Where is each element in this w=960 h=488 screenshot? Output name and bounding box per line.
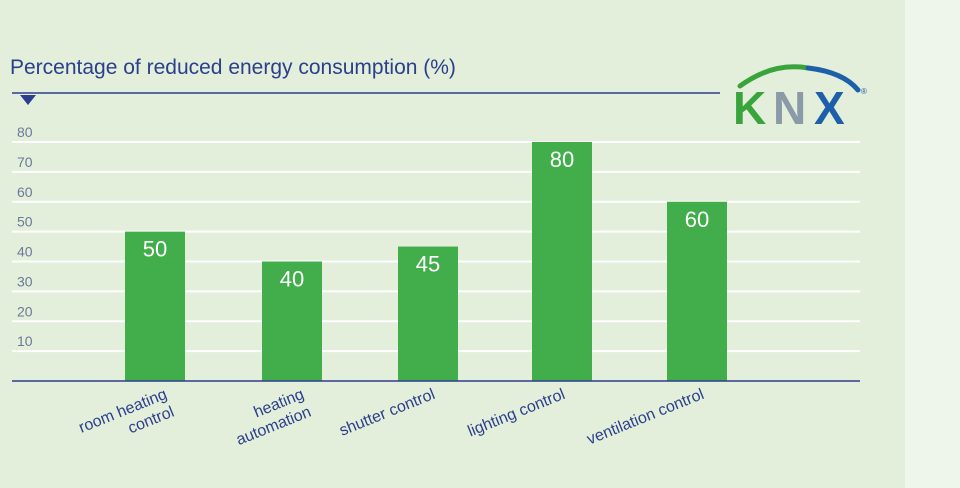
bar (398, 246, 458, 381)
category-label-line: ventilation control (585, 386, 707, 448)
top-rule-marker-icon (20, 95, 36, 105)
category-label-line: shutter control (337, 386, 437, 440)
y-tick-label: 70 (17, 154, 33, 170)
logo-x: X (814, 82, 845, 132)
y-tick-label: 10 (17, 333, 33, 349)
category-label: ventilation control (585, 386, 707, 448)
y-tick-label: 30 (17, 273, 33, 289)
y-tick-label: 50 (17, 214, 33, 230)
y-tick-label: 20 (17, 303, 33, 319)
logo-arc-blue (805, 65, 861, 93)
bar (667, 201, 727, 381)
bar (125, 231, 185, 381)
chart-title: Percentage of reduced energy consumption… (10, 56, 456, 79)
category-label: lighting control (465, 386, 567, 440)
logo-n: N (773, 82, 806, 132)
category-label: shutter control (337, 386, 437, 440)
bar-chart: 10 20 30 40 50 60 70 80 50 40 45 80 60 room heating… (12, 92, 860, 449)
bar-value-label: 50 (143, 237, 167, 262)
bar-value-label: 45 (416, 252, 440, 277)
y-tick-label: 60 (17, 184, 33, 200)
bar (532, 142, 592, 381)
bar-value-label: 40 (280, 267, 304, 292)
category-label-line: lighting control (465, 386, 567, 440)
bar (262, 261, 322, 381)
y-tick-label: 80 (17, 124, 33, 140)
knx-logo: K N X ® (733, 64, 867, 132)
bar-value-label: 80 (550, 147, 574, 172)
background-strip (905, 0, 960, 488)
logo-registered: ® (861, 87, 867, 96)
logo-k: K (733, 82, 766, 132)
logo-arc-green (737, 64, 811, 89)
y-tick-label: 40 (17, 244, 33, 260)
bar-value-label: 60 (685, 207, 709, 232)
bars: 50 40 45 80 60 (125, 142, 727, 381)
y-tick-labels: 10 20 30 40 50 60 70 80 (17, 124, 33, 349)
